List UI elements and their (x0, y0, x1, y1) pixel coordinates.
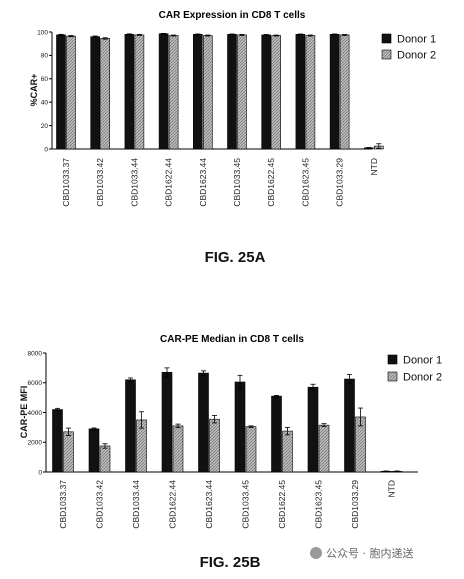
chart-b-x-tick-label: CBD1622.44 (168, 480, 178, 529)
chart-b-y-axis-label: CAR-PE MFI (19, 386, 29, 439)
chart-b-title: CAR-PE Median in CD8 T cells (160, 334, 304, 345)
chart-a-legend-swatch-donor1 (381, 33, 392, 44)
chart-b-legend-swatch-donor1 (387, 354, 398, 365)
chart-b-bar-donor1 (125, 379, 136, 473)
chart-a-x-tick-label: CBD1622.45 (266, 158, 276, 207)
chart-a-bar-donor1 (295, 34, 306, 150)
chart-a-legend-label-donor2: Donor 2 (397, 50, 436, 62)
chart-a-legend-label-donor1: Donor 1 (397, 34, 436, 46)
chart-a-y-tick-label: 20 (41, 123, 49, 130)
chart-b-bar-donor1 (52, 409, 63, 473)
chart-b-x-tick-label: CBD1623.45 (314, 480, 324, 529)
chart-a-y-tick-label: 0 (44, 146, 48, 153)
chart-b-bar-donor1 (234, 381, 246, 473)
chart-b-legend-label-donor2: Donor 2 (403, 372, 442, 384)
chart-b-bar-donor1 (198, 372, 209, 473)
chart-a-x-tick-label: CBD1033.45 (232, 158, 242, 207)
chart-a-y-tick-label: 100 (37, 29, 48, 36)
chart-b-y-tick-label: 0 (38, 469, 42, 476)
chart-a-bar-donor2 (134, 34, 145, 150)
chart-a-bar-donor1 (193, 34, 203, 150)
chart-a-legend-swatch-donor2 (381, 49, 392, 60)
chart-a-x-tick-label: NTD (369, 158, 379, 175)
chart-b-legend-label-donor1: Donor 1 (403, 355, 442, 367)
chart-b-bar-donor1 (271, 395, 282, 473)
chart-a-bar-donor1 (261, 34, 272, 150)
chart-a-bar-donor1 (90, 36, 100, 150)
chart-b-x-tick-label: CBD1033.37 (58, 480, 68, 529)
chart-b-bar-donor2 (318, 424, 330, 473)
chart-b-bar-donor1 (344, 378, 355, 473)
chart-a-y-tick-label: 40 (41, 100, 49, 107)
chart-b-bar-donor1 (161, 372, 173, 473)
chart-b-bar-donor2 (209, 418, 220, 473)
chart-a-bar-donor1 (329, 34, 340, 150)
chart-a-bar-donor2 (66, 35, 76, 150)
chart-b-bar-donor2 (172, 425, 184, 473)
chart-b-legend-swatch-donor2 (387, 371, 398, 382)
chart-b-y-tick-label: 8000 (28, 350, 43, 357)
chart-b-bar-donor2 (282, 430, 293, 473)
chart-a-x-tick-label: CBD1033.37 (61, 158, 71, 207)
chart-a-y-axis-label: %CAR+ (29, 74, 39, 107)
chart-a-bar-donor2 (339, 34, 350, 150)
chart-b-x-tick-label: CBD1623.44 (204, 480, 214, 529)
chart-a-bar-donor2 (305, 35, 316, 150)
chart-a-y-tick-label: 80 (41, 53, 49, 60)
chart-a-x-tick-label: CBD1033.42 (95, 158, 105, 207)
chart-a-x-tick-label: CBD1623.44 (198, 158, 208, 207)
chart-b-y-tick-label: 6000 (28, 380, 43, 387)
chart-a-bar-donor1 (227, 34, 237, 150)
chart-a-plot: 0 20 40 60 80 100 CBD1033.37 CBD1033.42 CBD1033.… (37, 29, 436, 206)
chart-b-x-tick-label: CBD1033.42 (95, 480, 105, 529)
chart-a-bar-donor2 (203, 35, 213, 150)
chart-a-x-tick-label: CBD1033.29 (335, 158, 345, 207)
chart-a-bar-donor1 (124, 34, 135, 150)
chart-b-x-tick-label: NTD (387, 480, 397, 497)
chart-a-bar-donor2 (271, 35, 282, 150)
chart-b-y-tick-label: 2000 (28, 440, 43, 447)
chart-b-x-tick-label: CBD1033.29 (350, 480, 360, 529)
chart-b-x-tick-label: CBD1622.45 (277, 480, 287, 529)
chart-b-bar-donor2 (245, 426, 257, 473)
chart-a-figure-label: FIG. 25A (205, 249, 266, 266)
chart-a-bar-donor2 (168, 35, 179, 150)
chart-b-bar-donor2 (63, 431, 74, 473)
chart-b-x-tick-label: CBD1033.45 (241, 480, 251, 529)
watermark-text: 公众号 · 胞内递送 (326, 546, 414, 560)
chart-a-title: CAR Expression in CD8 T cells (159, 10, 306, 21)
chart-a-y-tick-label: 60 (41, 76, 49, 83)
chart-a-x-tick-label: CBD1033.44 (129, 158, 139, 207)
chart-b-plot: 0 2000 4000 6000 8000 CBD1033.37 CBD1033.42 CBD… (28, 350, 443, 528)
watermark-logo-icon (310, 547, 322, 559)
chart-b-x-tick-label: CBD1033.44 (131, 480, 141, 529)
chart-b-y-tick-label: 4000 (28, 410, 43, 417)
chart-a-x-tick-label: CBD1623.45 (300, 158, 310, 207)
chart-b-figure-label: FIG. 25B (200, 554, 261, 571)
chart-a-x-tick-label: CBD1622.44 (164, 158, 174, 207)
chart-b-bar-donor1 (88, 428, 100, 473)
chart-a-bar-donor1 (56, 34, 66, 150)
chart-b-bar-donor2 (99, 445, 111, 473)
chart-a-bar-donor1 (158, 33, 169, 150)
chart-a-bar-donor2 (237, 34, 247, 150)
chart-b-bar-donor1 (307, 386, 319, 473)
chart-a-bar-donor2 (100, 38, 110, 150)
